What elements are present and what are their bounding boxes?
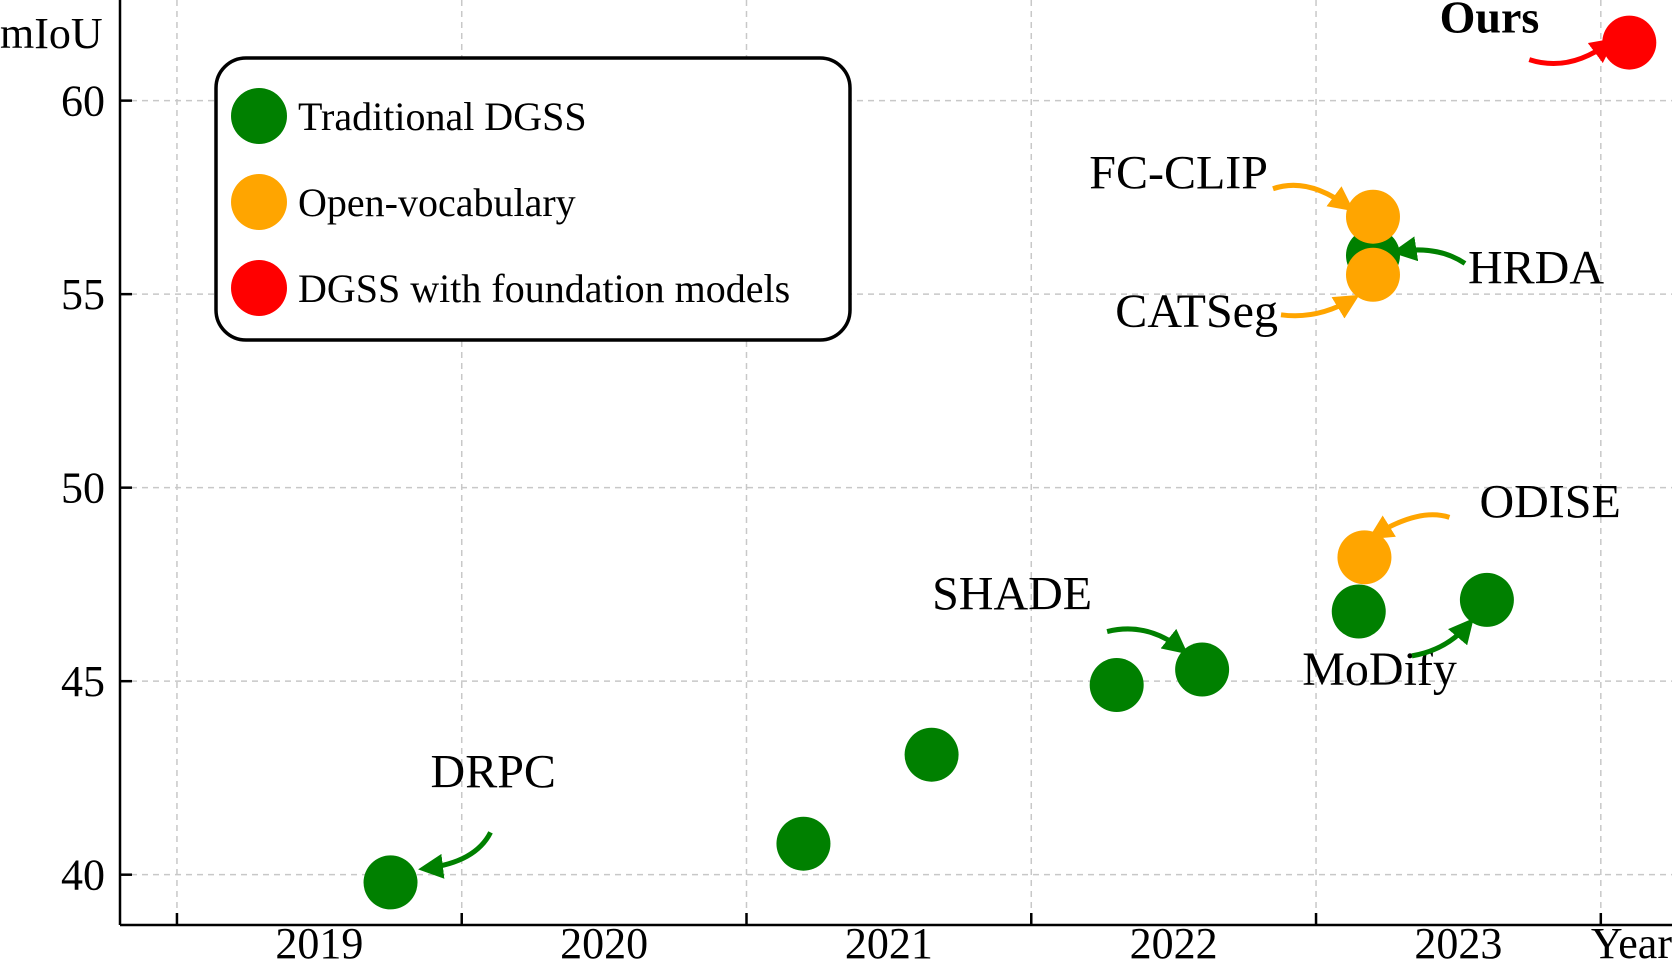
legend-label: DGSS with foundation models xyxy=(298,266,790,311)
x-axis-label: Year xyxy=(1591,919,1672,968)
legend-marker xyxy=(231,174,287,230)
point-label-odise: ODISE xyxy=(1479,475,1620,528)
y-axis-label: mIoU xyxy=(0,9,103,58)
annotation-arrow xyxy=(1106,626,1188,655)
x-tick-label: 2019 xyxy=(275,919,363,968)
legend-marker xyxy=(231,260,287,316)
data-points xyxy=(363,15,1657,910)
annotation-arrow xyxy=(1368,512,1451,540)
data-point-open-vocabulary xyxy=(1345,189,1400,244)
x-tick-label: 2020 xyxy=(560,919,648,968)
point-label-catseg: CATSeg xyxy=(1115,285,1278,338)
y-tick-label: 40 xyxy=(61,851,105,900)
legend-label: Traditional DGSS xyxy=(298,94,587,139)
y-tick-label: 55 xyxy=(61,270,105,319)
legend-marker xyxy=(231,88,287,144)
point-label-shade: SHADE xyxy=(932,568,1092,621)
data-point-traditional-dgss xyxy=(776,816,831,871)
legend: Traditional DGSS Open-vocabulary DGSS with… xyxy=(214,56,852,342)
data-point-open-vocabulary xyxy=(1337,530,1392,585)
point-label-drpc: DRPC xyxy=(431,745,556,798)
point-label-ours: Ours xyxy=(1440,0,1540,43)
legend-box xyxy=(214,56,852,342)
legend-label: Open-vocabulary xyxy=(298,180,576,225)
data-point-traditional-dgss xyxy=(363,855,418,910)
annotation-arrow xyxy=(418,831,493,879)
data-point-traditional-dgss xyxy=(1331,584,1386,639)
data-point-dgss-with-foundation-models xyxy=(1602,15,1657,70)
point-label-hrda: HRDA xyxy=(1468,241,1604,294)
data-point-traditional-dgss xyxy=(904,727,959,782)
y-tick-label: 45 xyxy=(61,657,105,706)
x-tick-label: 2022 xyxy=(1130,919,1218,968)
x-tick-label: 2021 xyxy=(845,919,933,968)
y-tick-label: 60 xyxy=(61,77,105,126)
data-point-traditional-dgss xyxy=(1459,572,1514,627)
data-point-traditional-dgss xyxy=(1089,658,1144,713)
annotation-arrow xyxy=(1391,236,1467,266)
x-tick-label: 2023 xyxy=(1414,919,1502,968)
y-tick-label: 50 xyxy=(61,464,105,513)
data-point-traditional-dgss xyxy=(1175,642,1230,697)
point-label-fc-clip: FC-CLIP xyxy=(1089,147,1268,200)
data-point-open-vocabulary xyxy=(1345,247,1400,302)
annotation-arrow xyxy=(1528,38,1616,66)
annotations: DRPCSHADEMoDifyHRDAFC-CLIPCATSegODISEOur… xyxy=(418,0,1621,879)
annotation-arrow xyxy=(1272,182,1354,212)
annotation-arrow xyxy=(1411,618,1474,659)
annotation-arrow xyxy=(1280,294,1360,319)
